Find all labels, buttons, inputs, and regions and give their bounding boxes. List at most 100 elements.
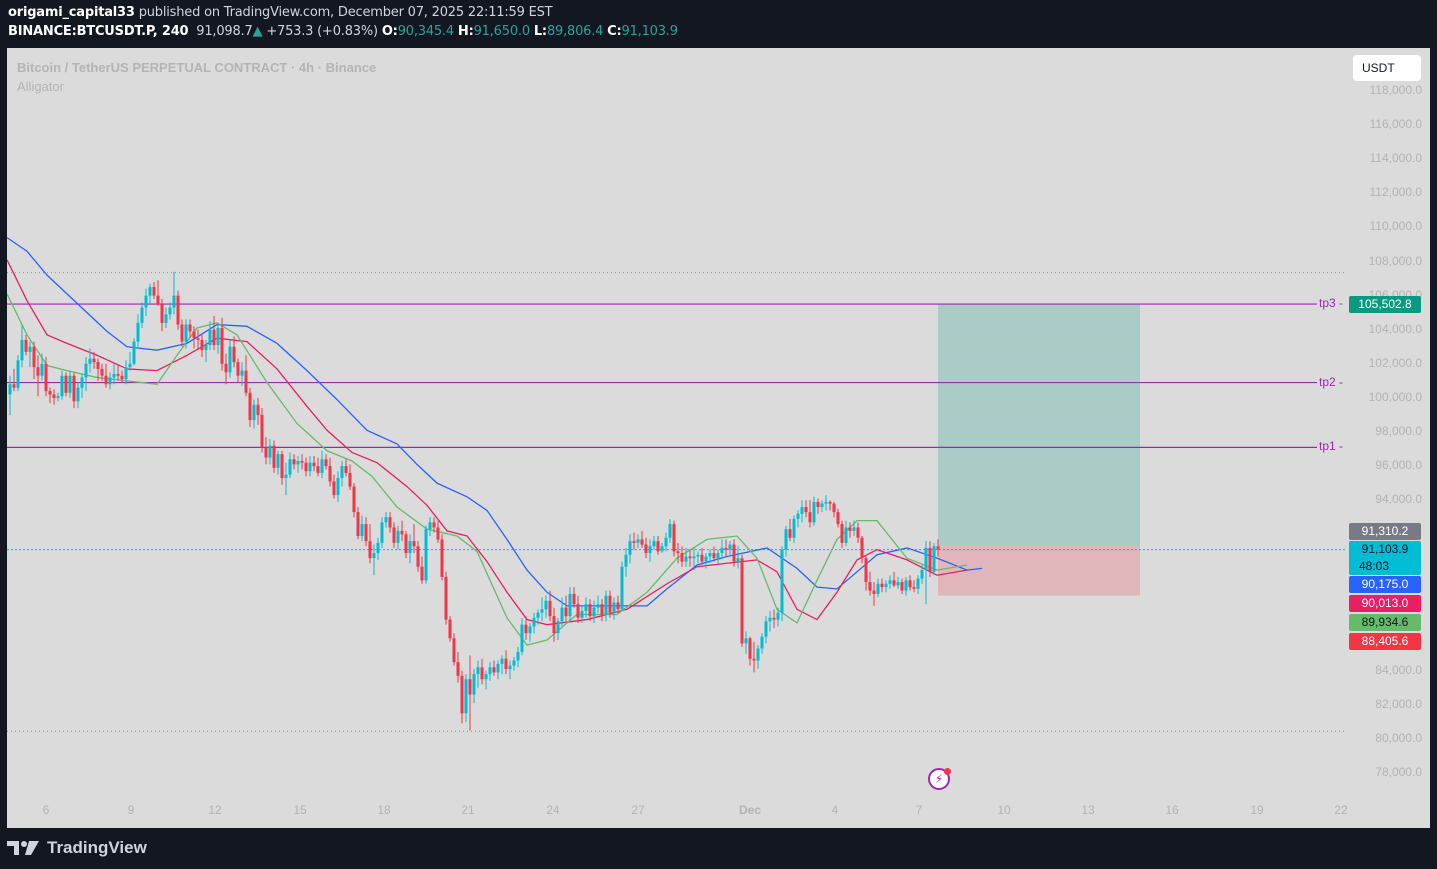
time-tick: 13 (1081, 803, 1095, 817)
candle-body (40, 363, 44, 376)
candle-body (896, 582, 900, 586)
publisher-name[interactable]: origami_capital33 (8, 5, 135, 20)
candle-body (388, 517, 392, 528)
candle-body (192, 331, 196, 339)
candle-body (536, 612, 540, 618)
candle-body (644, 544, 648, 554)
candle-body (408, 541, 412, 554)
candle-body (336, 478, 340, 496)
candle-body (180, 324, 184, 342)
candle-body (680, 553, 684, 562)
time-tick: 4 (831, 803, 839, 817)
candle-body (688, 556, 692, 559)
price-label: 91,310.2 (1349, 523, 1421, 540)
candle-body (620, 566, 624, 610)
chart-panel[interactable]: Bitcoin / TetherUS PERPETUAL CONTRACT · … (7, 48, 1430, 828)
stop-zone (938, 546, 1140, 596)
candle-body (916, 578, 920, 589)
candle-body (244, 370, 248, 393)
price-label: 105,502.8 (1349, 296, 1421, 314)
candle-body (828, 501, 832, 504)
candle-body (128, 363, 132, 368)
candle-body (104, 375, 108, 385)
time-tick: 7 (915, 803, 923, 817)
candle-body (312, 462, 316, 467)
candle-body (48, 391, 52, 395)
candle-body (532, 617, 536, 627)
candle-body (548, 600, 552, 617)
alligator-lips-line (7, 293, 968, 646)
candle-body (804, 507, 808, 513)
candle-body (756, 648, 760, 661)
tp1-label: tp1 - (1319, 439, 1344, 454)
candle-body (432, 522, 436, 528)
candle-body (876, 583, 880, 594)
candle-body (160, 304, 164, 323)
candle-body (584, 604, 588, 612)
candle-body (880, 583, 884, 588)
candle-body (288, 459, 292, 475)
candle-body (468, 679, 472, 695)
price-tick: 82,000.0 (1375, 696, 1422, 711)
candle-body (616, 602, 620, 610)
candle-body (860, 537, 864, 559)
candle-body (504, 658, 508, 669)
candle-body (292, 459, 296, 465)
candle-body (464, 679, 468, 714)
candle-body (792, 518, 796, 538)
candle-body (492, 667, 496, 673)
candle-body (528, 626, 532, 634)
currency-button[interactable]: USDT (1353, 55, 1421, 81)
price-tick: 78,000.0 (1375, 765, 1422, 779)
candle-body (100, 368, 104, 376)
candle-body (280, 454, 284, 479)
candle-body (284, 474, 288, 479)
candle-body (456, 662, 460, 676)
candle-body (92, 358, 96, 363)
candle-body (396, 530, 400, 543)
high-value: 91,650.0 (473, 24, 530, 39)
price-tick: 116,000.0 (1369, 117, 1423, 132)
candle-body (632, 541, 636, 543)
candle-body (912, 587, 916, 589)
candle-body (316, 466, 320, 473)
candle-body (156, 295, 160, 305)
price-tick: 114,000.0 (1369, 151, 1423, 166)
low-label: L: (533, 24, 547, 39)
tradingview-logo[interactable]: TradingView (7, 838, 147, 858)
candle-body (672, 524, 676, 552)
price-tick: 80,000.0 (1375, 730, 1422, 745)
candle-body (908, 580, 912, 588)
candle-body (24, 339, 28, 352)
up-arrow-icon: ▲ (252, 24, 263, 39)
candle-body (704, 556, 708, 562)
candle-body (612, 602, 616, 613)
price-tick: 110,000.0 (1369, 219, 1423, 234)
price-chart[interactable] (7, 48, 1430, 828)
candle-body (568, 593, 572, 617)
candle-body (736, 558, 740, 562)
candle-body (572, 593, 576, 605)
candle-body (848, 527, 852, 531)
candle-body (508, 665, 512, 669)
candle-body (236, 362, 240, 376)
candle-body (516, 651, 520, 661)
candle-body (176, 295, 180, 325)
candle-body (840, 524, 844, 543)
lightning-bolt-icon[interactable]: ⚡ (928, 768, 951, 790)
candle-body (120, 375, 124, 380)
candle-body (720, 547, 724, 554)
indicator-legend-alligator[interactable]: Alligator (17, 79, 64, 94)
candle-body (820, 503, 824, 508)
candle-body (664, 537, 668, 547)
candle-body (32, 346, 36, 368)
candle-body (936, 546, 940, 550)
candle-body (304, 462, 308, 472)
candle-body (648, 546, 652, 554)
candle-body (144, 295, 148, 308)
candle-body (392, 527, 396, 543)
candle-body (132, 341, 136, 364)
alligator-teeth-line (7, 259, 968, 626)
candle-body (368, 541, 372, 559)
price-tick: 118,000.0 (1369, 83, 1423, 97)
